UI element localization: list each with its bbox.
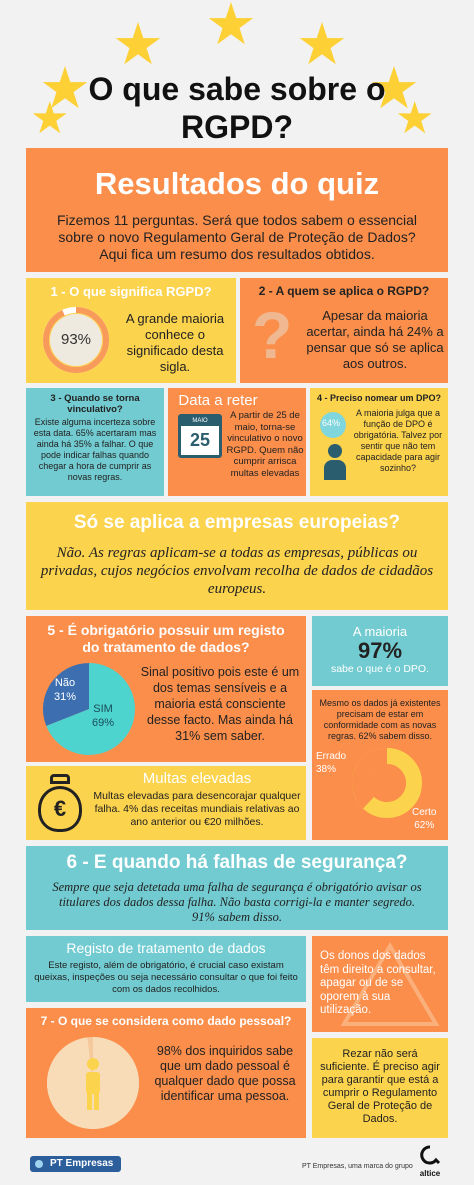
- q5-yes-label: SIM 69%: [92, 703, 115, 729]
- question-mark-icon: ?: [252, 298, 293, 372]
- date-text: A partir de 25 de maio, torna-se vincula…: [226, 410, 304, 479]
- existing-card: Mesmo os dados já existentes precisam de…: [312, 690, 448, 840]
- europe-text: Não. As regras aplicam-se a todas as emp…: [40, 545, 434, 597]
- q3-card: 3 - Quando se torna vinculativo? Existe …: [26, 388, 164, 496]
- pt-empresas-logo: PT Empresas: [30, 1156, 122, 1172]
- star-icon: ★: [205, 0, 257, 57]
- calendar-icon: MAIO 25: [178, 414, 222, 458]
- star-icon: ★: [395, 94, 435, 143]
- star-icon: ★: [296, 12, 348, 77]
- q2-text: Apesar da maioria acertar, ainda há 24% …: [306, 308, 444, 371]
- q7-title: 7 - O que se considera como dado pessoal…: [40, 1014, 292, 1028]
- q6-section: 6 - E quando há falhas de segurança? Sem…: [26, 846, 448, 930]
- q7-card: 7 - O que se considera como dado pessoal…: [26, 1008, 306, 1138]
- q3-title: 3 - Quando se torna vinculativo?: [50, 393, 140, 415]
- registry-text: Este registo, além de obrigatório, é cru…: [34, 960, 298, 995]
- owners-card: Os donos dos dados têm direito a consult…: [312, 936, 448, 1032]
- star-icon: ★: [112, 12, 164, 77]
- q5-pie-chart: [42, 663, 135, 755]
- existing-donut-chart: [352, 748, 422, 818]
- q1-title: 1 - O que significa RGPD?: [50, 284, 212, 299]
- fines-text: Multas elevadas para desencorajar qualqu…: [93, 790, 301, 828]
- altice-icon: [420, 1145, 441, 1165]
- q7-pie-chart: [47, 1037, 139, 1129]
- q5-text: Sinal positivo pois este é um dos temas …: [140, 665, 300, 743]
- results-intro: Fizemos 11 perguntas. Será que todos sab…: [56, 212, 418, 262]
- results-section: Resultados do quiz Fizemos 11 perguntas.…: [26, 148, 448, 272]
- warning-triangle-icon: [340, 942, 440, 1026]
- q1-text: A grande maioria conhece o significado d…: [125, 311, 225, 374]
- existing-text: Mesmo os dados já existentes precisam de…: [319, 698, 441, 741]
- star-icon: ★: [30, 94, 70, 143]
- q1-donut-chart: [43, 307, 109, 373]
- q1-card: 1 - O que significa RGPD? 93% A grande m…: [26, 278, 236, 383]
- q4-title: 4 - Preciso nomear um DPO?: [316, 393, 442, 403]
- star-icon: ★: [39, 56, 91, 121]
- altice-logo: altice: [410, 1144, 450, 1178]
- dpo-pct: 97%: [357, 638, 403, 663]
- q5-title: 5 - É obrigatório possuir um registo do …: [47, 622, 285, 655]
- page-title: O que sabe sobre o RGPD?: [88, 71, 386, 145]
- registry-card: Registo de tratamento de dados Este regi…: [26, 936, 306, 1002]
- results-title: Resultados do quiz: [94, 166, 380, 201]
- q4-pct: 64%: [322, 418, 341, 428]
- q3-text: Existe alguma incerteza sobre esta data.…: [33, 417, 157, 482]
- pray-text: Rezar não será suficiente. É preciso agi…: [320, 1048, 440, 1125]
- q6-text: Sempre que seja detetada uma falha de se…: [52, 880, 422, 924]
- person-icon: [318, 410, 352, 480]
- dpo-card: A maioria 97% sabe o que é o DPO.: [312, 616, 448, 686]
- europe-section: Só se aplica a empresas europeias? Não. …: [26, 502, 448, 610]
- star-icon: ★: [368, 56, 420, 121]
- owners-text: Os donos dos dados têm direito a consult…: [320, 950, 436, 1016]
- pray-card: Rezar não será suficiente. É preciso agi…: [312, 1038, 448, 1138]
- date-card: Data a reter MAIO 25 A partir de 25 de m…: [168, 388, 306, 496]
- money-bag-icon: €: [34, 772, 86, 836]
- q2-title: 2 - A quem se aplica o RGPD?: [258, 284, 430, 298]
- footer-tagline: PT Empresas, uma marca do grupo: [302, 1163, 413, 1170]
- q4-text: A maioria julga que a função de DPO é ob…: [353, 408, 443, 473]
- fines-card: € Multas elevadas Multas elevadas para d…: [26, 766, 306, 840]
- dpo-text: sabe o que é o DPO.: [330, 663, 430, 675]
- q4-card: 4 - Preciso nomear um DPO? 64% A maioria…: [310, 388, 448, 496]
- q5-card: 5 - É obrigatório possuir um registo do …: [26, 616, 306, 762]
- dpo-label: A maioria: [352, 624, 408, 639]
- q1-pct: 93%: [60, 331, 92, 348]
- q5-no-label: Não 31%: [54, 677, 77, 703]
- existing-wrong-label: Errado 38%: [316, 751, 347, 775]
- fines-title: Multas elevadas: [142, 770, 252, 787]
- q7-text: 98% dos inquiridos sabe que um dado pess…: [154, 1044, 296, 1103]
- q6-title: 6 - E quando há falhas de segurança?: [66, 852, 408, 873]
- europe-title: Só se aplica a empresas europeias?: [73, 512, 401, 533]
- registry-title: Registo de tratamento de dados: [66, 940, 266, 956]
- existing-right-label: Certo 62%: [412, 807, 437, 831]
- q2-card: 2 - A quem se aplica o RGPD? ? Apesar da…: [240, 278, 448, 383]
- date-title: Data a reter: [178, 392, 258, 409]
